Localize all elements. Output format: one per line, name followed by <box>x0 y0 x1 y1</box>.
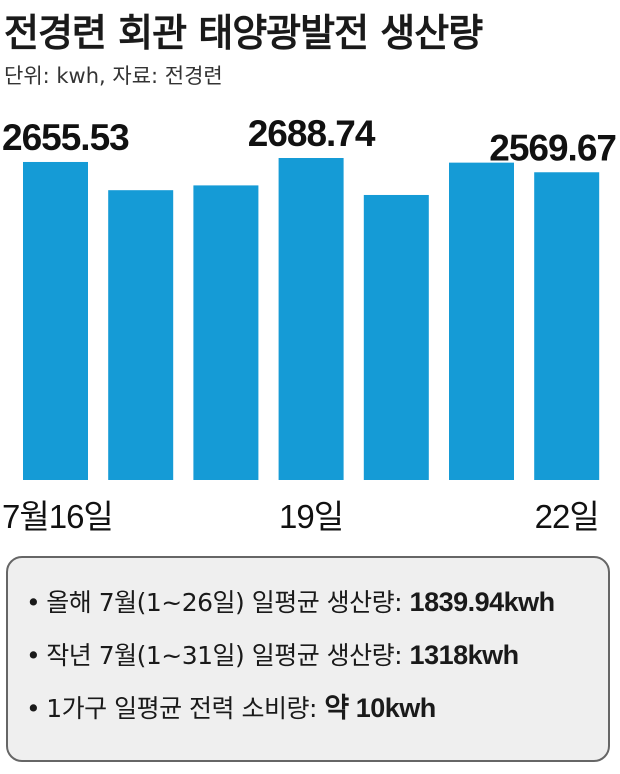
note-text: 1가구 일평균 전력 소비량: <box>46 694 325 723</box>
x-tick-label: 22일 <box>535 498 599 535</box>
bar-20 <box>363 194 429 480</box>
bullet-icon: • <box>26 588 41 617</box>
note-value: 약 10kwh <box>324 693 436 723</box>
note-value: 1318kwh <box>409 640 520 670</box>
data-label: 2688.74 <box>248 113 376 154</box>
bullet-icon: • <box>26 641 41 670</box>
chart-title: 전경련 회관 태양광발전 생산량 <box>4 11 483 55</box>
bar-7월16일 <box>23 161 88 481</box>
note-text: 작년 7월(1~31일) 일평균 생산량: <box>46 641 410 670</box>
data-label: 2655.53 <box>2 117 129 158</box>
note-last-year: • 작년 7월(1~31일) 일평균 생산량: 1318kwh <box>26 629 608 682</box>
x-tick-label: 7월16일 <box>2 498 113 535</box>
bar-18 <box>193 185 259 480</box>
note-value: 1839.94kwh <box>409 587 556 617</box>
note-household: • 1가구 일평균 전력 소비량: 약 10kwh <box>26 682 608 735</box>
x-tick-label: 19일 <box>279 498 343 535</box>
bar-chart: 2655.53 2688.74 2569.67 7월16일 19일 22일 <box>2 113 617 535</box>
bar-19일 <box>278 158 344 480</box>
bar-17 <box>108 190 174 480</box>
note-this-year: • 올해 7월(1~26일) 일평균 생산량: 1839.94kwh <box>26 576 608 629</box>
chart-subtitle: 단위: kwh, 자료: 전경련 <box>4 64 223 88</box>
notes-box: • 올해 7월(1~26일) 일평균 생산량: 1839.94kwh • 작년 7월… <box>6 556 610 762</box>
note-text: 올해 7월(1~26일) 일평균 생산량: <box>46 588 410 617</box>
data-label: 2569.67 <box>489 127 616 168</box>
bar-21 <box>449 162 514 480</box>
bar-22일 <box>534 172 600 480</box>
bullet-icon: • <box>26 694 41 723</box>
